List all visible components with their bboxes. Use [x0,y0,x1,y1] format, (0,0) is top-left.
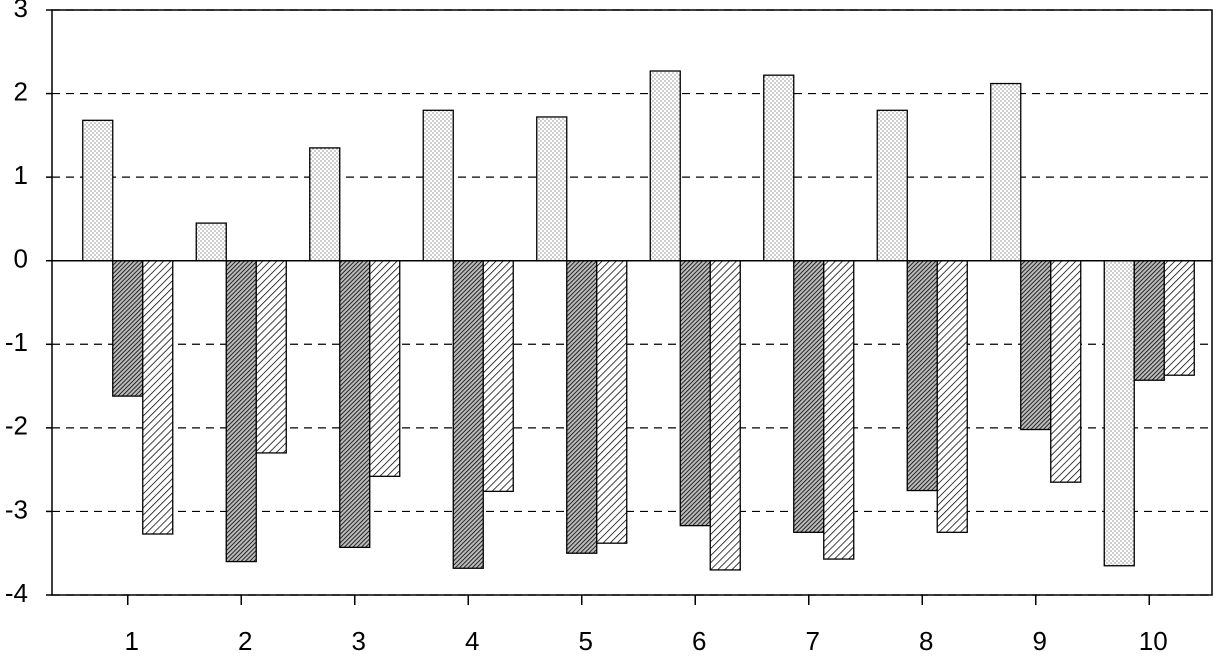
bar [1133,260,1165,381]
bar [339,260,371,549]
x-tick-label: 4 [465,626,479,656]
bar [225,260,257,563]
x-tick-label: 2 [238,626,252,656]
bar [823,260,855,560]
x-tick-label: 10 [1139,626,1168,656]
bar [1103,260,1135,567]
bar [255,260,287,454]
x-tick-label: 8 [919,626,933,656]
bar [876,109,908,262]
x-tick-label: 5 [579,626,593,656]
y-tick-label: 3 [14,0,28,23]
x-tick-label: 7 [806,626,820,656]
bar [906,260,938,492]
y-tick-label: 2 [14,76,28,106]
bar [649,70,681,262]
y-tick-label: -3 [5,494,28,524]
x-tick-label: 9 [1033,626,1047,656]
bar [309,147,341,262]
bar [566,260,598,554]
bar [936,260,968,533]
bar [142,260,174,535]
bar [679,260,711,527]
bar [763,74,795,262]
plot-frame [51,9,1213,596]
y-tick-label: -2 [5,411,28,441]
bar [112,260,144,397]
bar [793,260,825,533]
bar [369,260,401,477]
bar [422,109,454,262]
x-tick-label: 6 [692,626,706,656]
bar [1020,260,1052,431]
x-tick-label: 3 [352,626,366,656]
y-tick-label: 0 [14,244,28,274]
bar [82,119,114,262]
y-tick-label: 1 [14,160,28,190]
bar [1163,260,1195,376]
bar [452,260,484,569]
bar [482,260,514,493]
y-tick-label: -4 [5,578,28,608]
bar [195,222,227,262]
bar [990,82,1022,262]
bar [596,260,628,544]
y-tick-label: -1 [5,327,28,357]
bar [709,260,741,571]
bar [1050,260,1082,483]
bar [536,116,568,262]
x-tick-label: 1 [125,626,139,656]
